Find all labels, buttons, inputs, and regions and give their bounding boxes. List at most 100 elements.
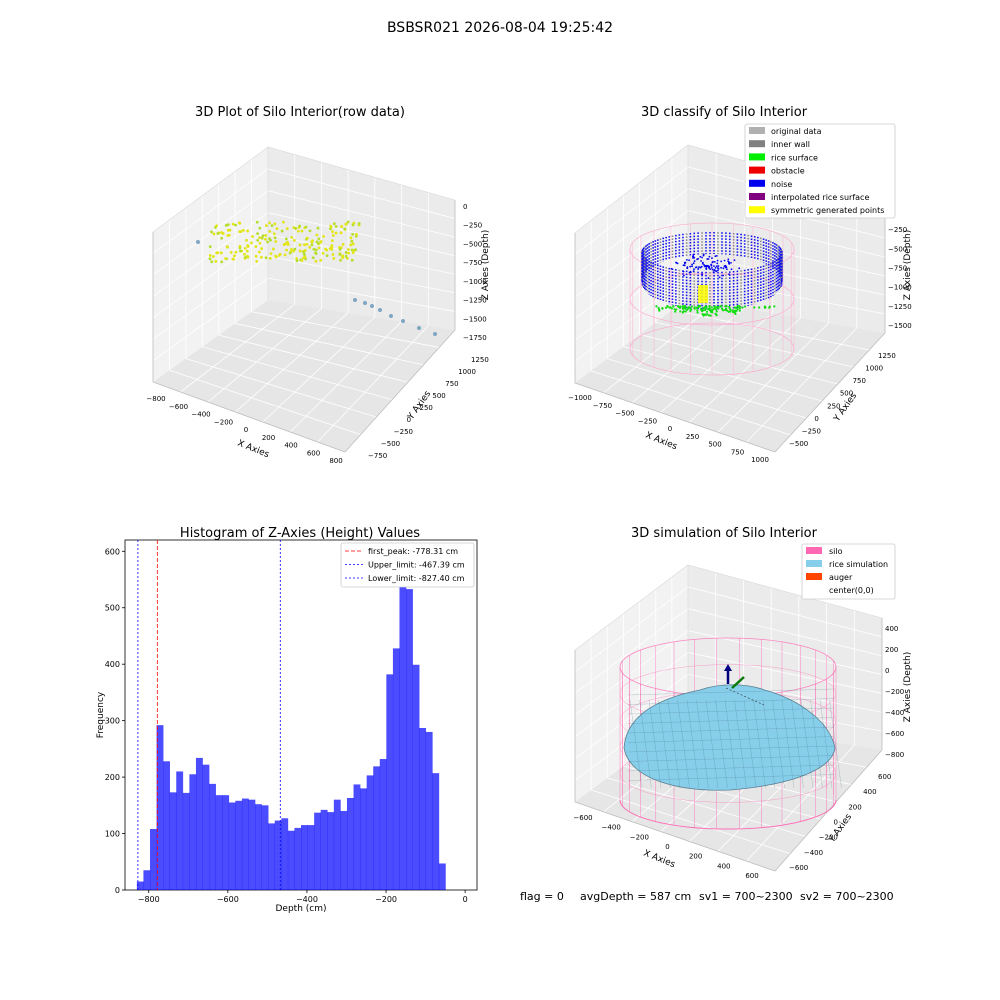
raw-point xyxy=(285,248,289,252)
histogram-legend-label: Lower_limit: -827.40 cm xyxy=(368,574,465,583)
raw-point xyxy=(330,239,334,243)
raw-point xyxy=(304,225,308,229)
classify-noise-point xyxy=(708,255,711,258)
raw-point xyxy=(215,224,219,228)
raw-point xyxy=(294,227,298,230)
histogram-y-tick-label: 400 xyxy=(105,660,120,669)
raw-point xyxy=(266,240,269,244)
raw-point xyxy=(350,239,354,243)
classify-rice-point xyxy=(736,308,739,311)
simulation-y-tick: 0 xyxy=(834,819,838,827)
classify-rice-point xyxy=(743,305,747,308)
raw-point xyxy=(238,244,242,248)
classify-noise-point xyxy=(696,258,698,261)
histogram-x-tick-label: −400 xyxy=(296,895,318,904)
simulation-x-tick: 0 xyxy=(665,843,669,851)
raw-point xyxy=(314,252,318,256)
classify-noise-point xyxy=(685,258,688,261)
classify-noise-point xyxy=(682,270,685,273)
classify-noise-point xyxy=(704,265,707,268)
classify-rice-point xyxy=(681,310,685,314)
histogram-bar xyxy=(392,648,400,890)
classify-noise-point xyxy=(693,268,695,271)
raw-point xyxy=(275,255,278,259)
raw-point xyxy=(286,243,290,246)
raw-point xyxy=(318,241,322,244)
raw-point xyxy=(331,234,335,237)
raw-edge xyxy=(344,200,456,453)
raw-point xyxy=(251,235,254,238)
raw-point xyxy=(330,245,334,249)
histogram-bar xyxy=(281,818,289,890)
classify-rice-point xyxy=(702,314,705,317)
raw-point xyxy=(239,249,242,253)
classify-x-tick: 0 xyxy=(668,425,672,433)
classify-noise-point xyxy=(706,265,709,267)
simulation-z-tick: −600 xyxy=(885,730,904,738)
raw-outlier-point xyxy=(401,319,405,323)
raw-grid-line xyxy=(235,323,424,366)
simulation-rice-mesh xyxy=(667,699,681,789)
classify-rice-point xyxy=(701,309,704,313)
simulation-x-tick: 400 xyxy=(717,862,730,870)
classify-rice-point xyxy=(715,314,718,317)
raw-point xyxy=(246,229,250,233)
classify-noise-point xyxy=(689,265,692,268)
raw-point xyxy=(286,240,289,244)
raw-point xyxy=(338,247,342,251)
histogram-bar xyxy=(261,805,269,890)
classify-rice-point xyxy=(696,311,699,314)
classify-rice-point xyxy=(725,305,728,308)
raw-point xyxy=(208,254,212,257)
raw-point xyxy=(243,246,247,250)
raw-point xyxy=(292,238,296,242)
raw-x-axis-label: X Axies xyxy=(236,439,271,461)
histogram-bars xyxy=(136,559,446,890)
classify-noise-point xyxy=(730,261,732,264)
raw-point xyxy=(245,238,248,242)
classify-z-tick: −250 xyxy=(888,226,907,234)
classify-legend-label: interpolated rice surface xyxy=(771,193,869,202)
raw-point xyxy=(258,226,262,230)
raw-point xyxy=(298,243,302,247)
raw-point xyxy=(284,237,288,241)
raw-point xyxy=(339,258,342,262)
histogram-x-tick-label: −800 xyxy=(138,895,160,904)
classify-noise-point xyxy=(688,271,691,274)
classify-noise-point xyxy=(728,273,730,276)
simulation-rice-mesh xyxy=(648,699,662,789)
simulation-rice-mesh xyxy=(627,774,835,781)
classify-rice-point xyxy=(708,305,711,308)
simulation-rice-mesh xyxy=(810,699,823,789)
raw-point xyxy=(317,237,321,241)
raw-point xyxy=(243,252,246,256)
sv1-text: sv1 = 700~2300 xyxy=(699,890,793,903)
avg-depth-text: avgDepth = 587 cm xyxy=(580,890,691,903)
simulation-z-tick: 400 xyxy=(885,625,898,633)
classify-noise-point xyxy=(725,266,728,269)
raw-floor-pane xyxy=(153,300,455,452)
histogram-bar xyxy=(136,881,144,890)
simulation-rice-mesh xyxy=(627,736,835,743)
classify-legend: original data inner wall rice surface obsta… xyxy=(744,123,896,219)
classify-rice-point xyxy=(684,310,687,313)
simulation-legend-label: center(0,0) xyxy=(829,586,874,595)
raw-point xyxy=(355,232,358,236)
raw-point xyxy=(317,246,321,250)
raw-point xyxy=(210,230,213,234)
simulation-x-tick: −200 xyxy=(630,833,649,841)
classify-legend-swatch xyxy=(749,193,765,200)
classify-y-tick: −500 xyxy=(789,440,808,448)
raw-point xyxy=(231,222,235,226)
simulation-z-tick: 0 xyxy=(885,667,889,675)
classify-noise-point xyxy=(708,265,711,268)
raw-outlier-point xyxy=(433,332,437,336)
classify-rice-point xyxy=(689,309,692,312)
simulation-center-arrow-head xyxy=(724,664,732,671)
simulation-y-tick: 600 xyxy=(878,773,891,781)
sv2-text: sv2 = 700~2300 xyxy=(800,890,894,903)
classify-legend-swatch xyxy=(749,127,765,134)
histogram-bar xyxy=(320,809,328,890)
raw-z-tick: −1000 xyxy=(463,278,487,286)
